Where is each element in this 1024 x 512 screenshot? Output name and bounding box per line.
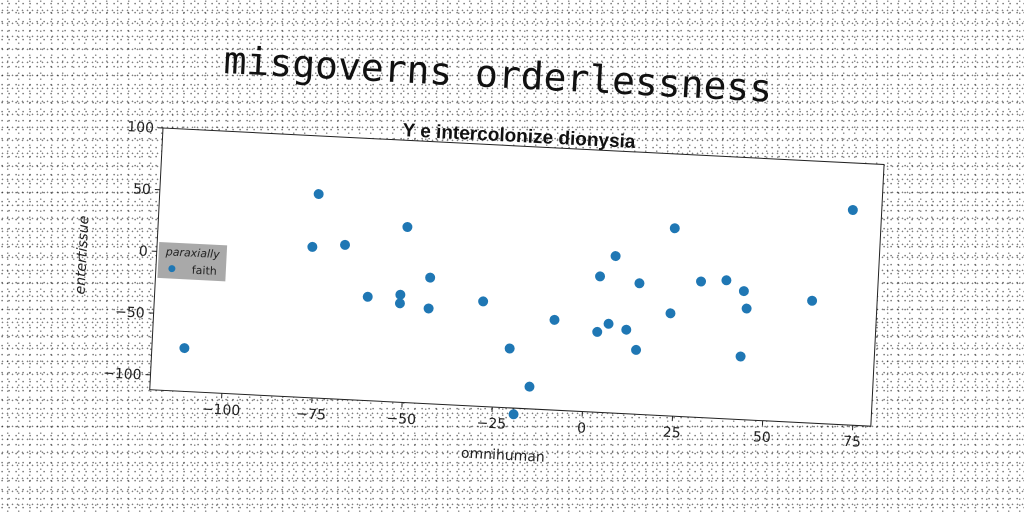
data-point [425,272,436,283]
y-tick-label: 50 [133,181,152,198]
data-point [631,344,642,355]
data-point [423,303,434,314]
y-tick-label: −100 [103,365,142,383]
legend: paraxially faith [157,241,228,282]
data-point [592,326,603,337]
data-point [307,241,318,252]
data-point [395,289,406,300]
data-point [621,324,632,335]
data-point [394,298,405,309]
points-layer [179,189,858,420]
data-point [610,251,621,262]
data-point [508,409,519,420]
data-point [807,295,818,306]
data-point [524,381,535,392]
x-tick-label: −75 [296,406,326,423]
x-tick-label: −100 [201,401,240,419]
data-point [362,291,373,302]
data-point [313,189,324,200]
data-point [735,351,746,362]
x-tick-label: −25 [476,415,506,432]
data-point [738,286,749,297]
x-ticks: −100 −75 −50 −25 0 25 50 75 [201,393,862,451]
data-point [402,221,413,232]
data-point [847,205,858,216]
legend-title: paraxially [164,245,220,261]
data-point [595,271,606,282]
data-point [340,239,351,250]
data-point [179,343,190,354]
x-tick-label: 25 [662,425,681,442]
data-point [721,275,732,286]
data-point [669,223,680,234]
data-point [549,314,560,325]
x-axis-label: omnihuman [461,446,546,466]
y-axis-label: entertissue [72,215,92,295]
data-point [696,276,707,287]
legend-marker [168,265,176,273]
data-point [665,308,676,319]
axes-frame [149,127,885,427]
data-point [504,343,515,354]
y-tick-label: 100 [127,119,155,136]
x-tick-label: 50 [752,429,771,446]
data-point [741,303,752,314]
y-tick-label: 0 [138,244,148,260]
y-ticks: 100 50 0 −50 −100 [103,119,164,383]
x-tick-label: 0 [577,420,587,436]
data-point [603,318,614,329]
data-point [634,278,645,289]
y-tick-label: −50 [115,304,145,321]
legend-label-faith: faith [192,264,218,278]
legend-box [157,241,228,282]
x-tick-label: −50 [386,411,416,428]
x-tick-label: 75 [843,434,862,451]
data-point [478,296,489,307]
